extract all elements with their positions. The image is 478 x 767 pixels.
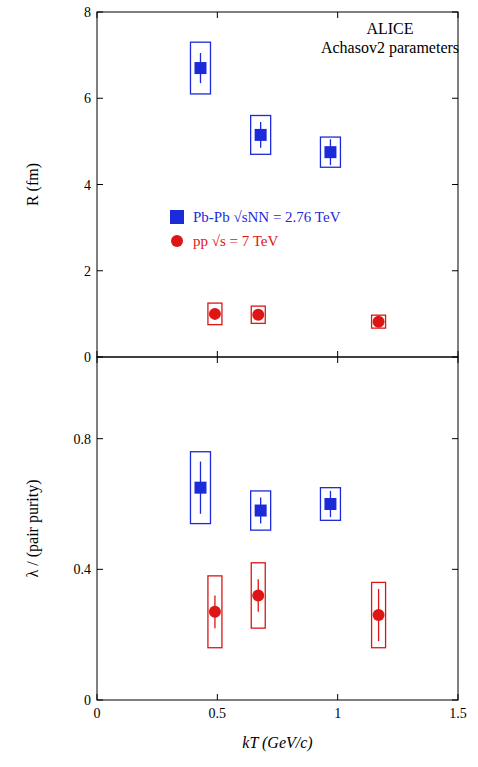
y-tick xyxy=(97,569,103,570)
y-tick-label: 0 xyxy=(84,693,91,708)
x-tick xyxy=(97,694,98,700)
y-tick xyxy=(97,98,103,99)
x-tick xyxy=(217,694,218,700)
sys-error-box xyxy=(208,303,222,325)
y-tick-label: 8 xyxy=(84,5,91,20)
legend-marker xyxy=(171,235,183,247)
legend-label: pp √s = 7 TeV xyxy=(193,233,279,249)
x-tick xyxy=(458,12,459,18)
y-tick xyxy=(97,700,103,701)
point xyxy=(252,589,264,601)
annotation: Achasov2 parameters xyxy=(321,39,459,57)
x-tick xyxy=(97,351,98,357)
point xyxy=(324,498,336,510)
legend-label: Pb-Pb √sNN = 2.76 TeV xyxy=(193,209,341,225)
point xyxy=(324,146,336,158)
x-tick xyxy=(337,351,338,357)
sys-error-box xyxy=(251,116,271,155)
plot-frame xyxy=(97,357,458,700)
sys-error-box xyxy=(251,491,271,530)
plot-frame xyxy=(97,12,458,357)
data-group xyxy=(190,452,385,648)
x-tick xyxy=(217,12,218,18)
x-tick-label: 1 xyxy=(334,706,341,721)
point xyxy=(373,316,385,328)
x-tick xyxy=(97,12,98,18)
sys-error-box xyxy=(372,582,386,647)
x-tick-label: 0.5 xyxy=(209,706,227,721)
x-tick xyxy=(337,694,338,700)
x-tick xyxy=(97,357,98,363)
point xyxy=(252,309,264,321)
y-tick-label: 0 xyxy=(84,350,91,365)
data-group xyxy=(190,42,385,328)
chart-root: 0 2 4 6 8 R (fm) ALICE Achasov2 parameters Pb-Pb… xyxy=(0,0,478,767)
legend-marker xyxy=(170,210,184,224)
x-tick-label: 1.5 xyxy=(449,706,467,721)
y-tick xyxy=(97,184,103,185)
point xyxy=(255,129,267,141)
x-tick xyxy=(458,357,459,363)
y-tick-label: 0.4 xyxy=(74,562,92,577)
x-tick xyxy=(337,12,338,18)
sys-error-box xyxy=(251,306,265,323)
y-tick xyxy=(452,569,458,570)
x-axis-label: kT (GeV/c) xyxy=(242,734,312,752)
point xyxy=(373,609,385,621)
sys-error-box xyxy=(251,563,265,628)
annotation: ALICE xyxy=(366,20,413,37)
y-tick xyxy=(452,184,458,185)
y-tick xyxy=(97,438,103,439)
y-tick-label: 4 xyxy=(84,178,91,193)
sys-error-box xyxy=(372,315,386,328)
point xyxy=(209,606,221,618)
sys-error-box xyxy=(190,42,210,94)
y-tick xyxy=(97,270,103,271)
y-axis-label: λ / (pair purity) xyxy=(24,480,42,578)
sys-error-box xyxy=(208,576,222,648)
x-tick xyxy=(458,351,459,357)
y-tick xyxy=(452,700,458,701)
point xyxy=(194,62,206,74)
sys-error-box xyxy=(320,488,340,521)
point xyxy=(194,482,206,494)
y-tick xyxy=(452,270,458,271)
y-tick xyxy=(452,438,458,439)
y-tick xyxy=(97,12,103,13)
x-tick xyxy=(217,357,218,363)
y-tick-label: 2 xyxy=(84,264,91,279)
point xyxy=(209,308,221,320)
x-tick xyxy=(217,351,218,357)
sys-error-box xyxy=(190,452,210,524)
y-tick-label: 6 xyxy=(84,91,91,106)
x-tick-label: 0 xyxy=(94,706,101,721)
x-tick xyxy=(458,694,459,700)
y-tick xyxy=(452,12,458,13)
sys-error-box xyxy=(320,137,340,167)
y-tick-label: 0.8 xyxy=(74,432,92,447)
y-tick xyxy=(452,98,458,99)
y-axis-label: R (fm) xyxy=(24,163,42,206)
point xyxy=(255,505,267,517)
x-tick xyxy=(337,357,338,363)
